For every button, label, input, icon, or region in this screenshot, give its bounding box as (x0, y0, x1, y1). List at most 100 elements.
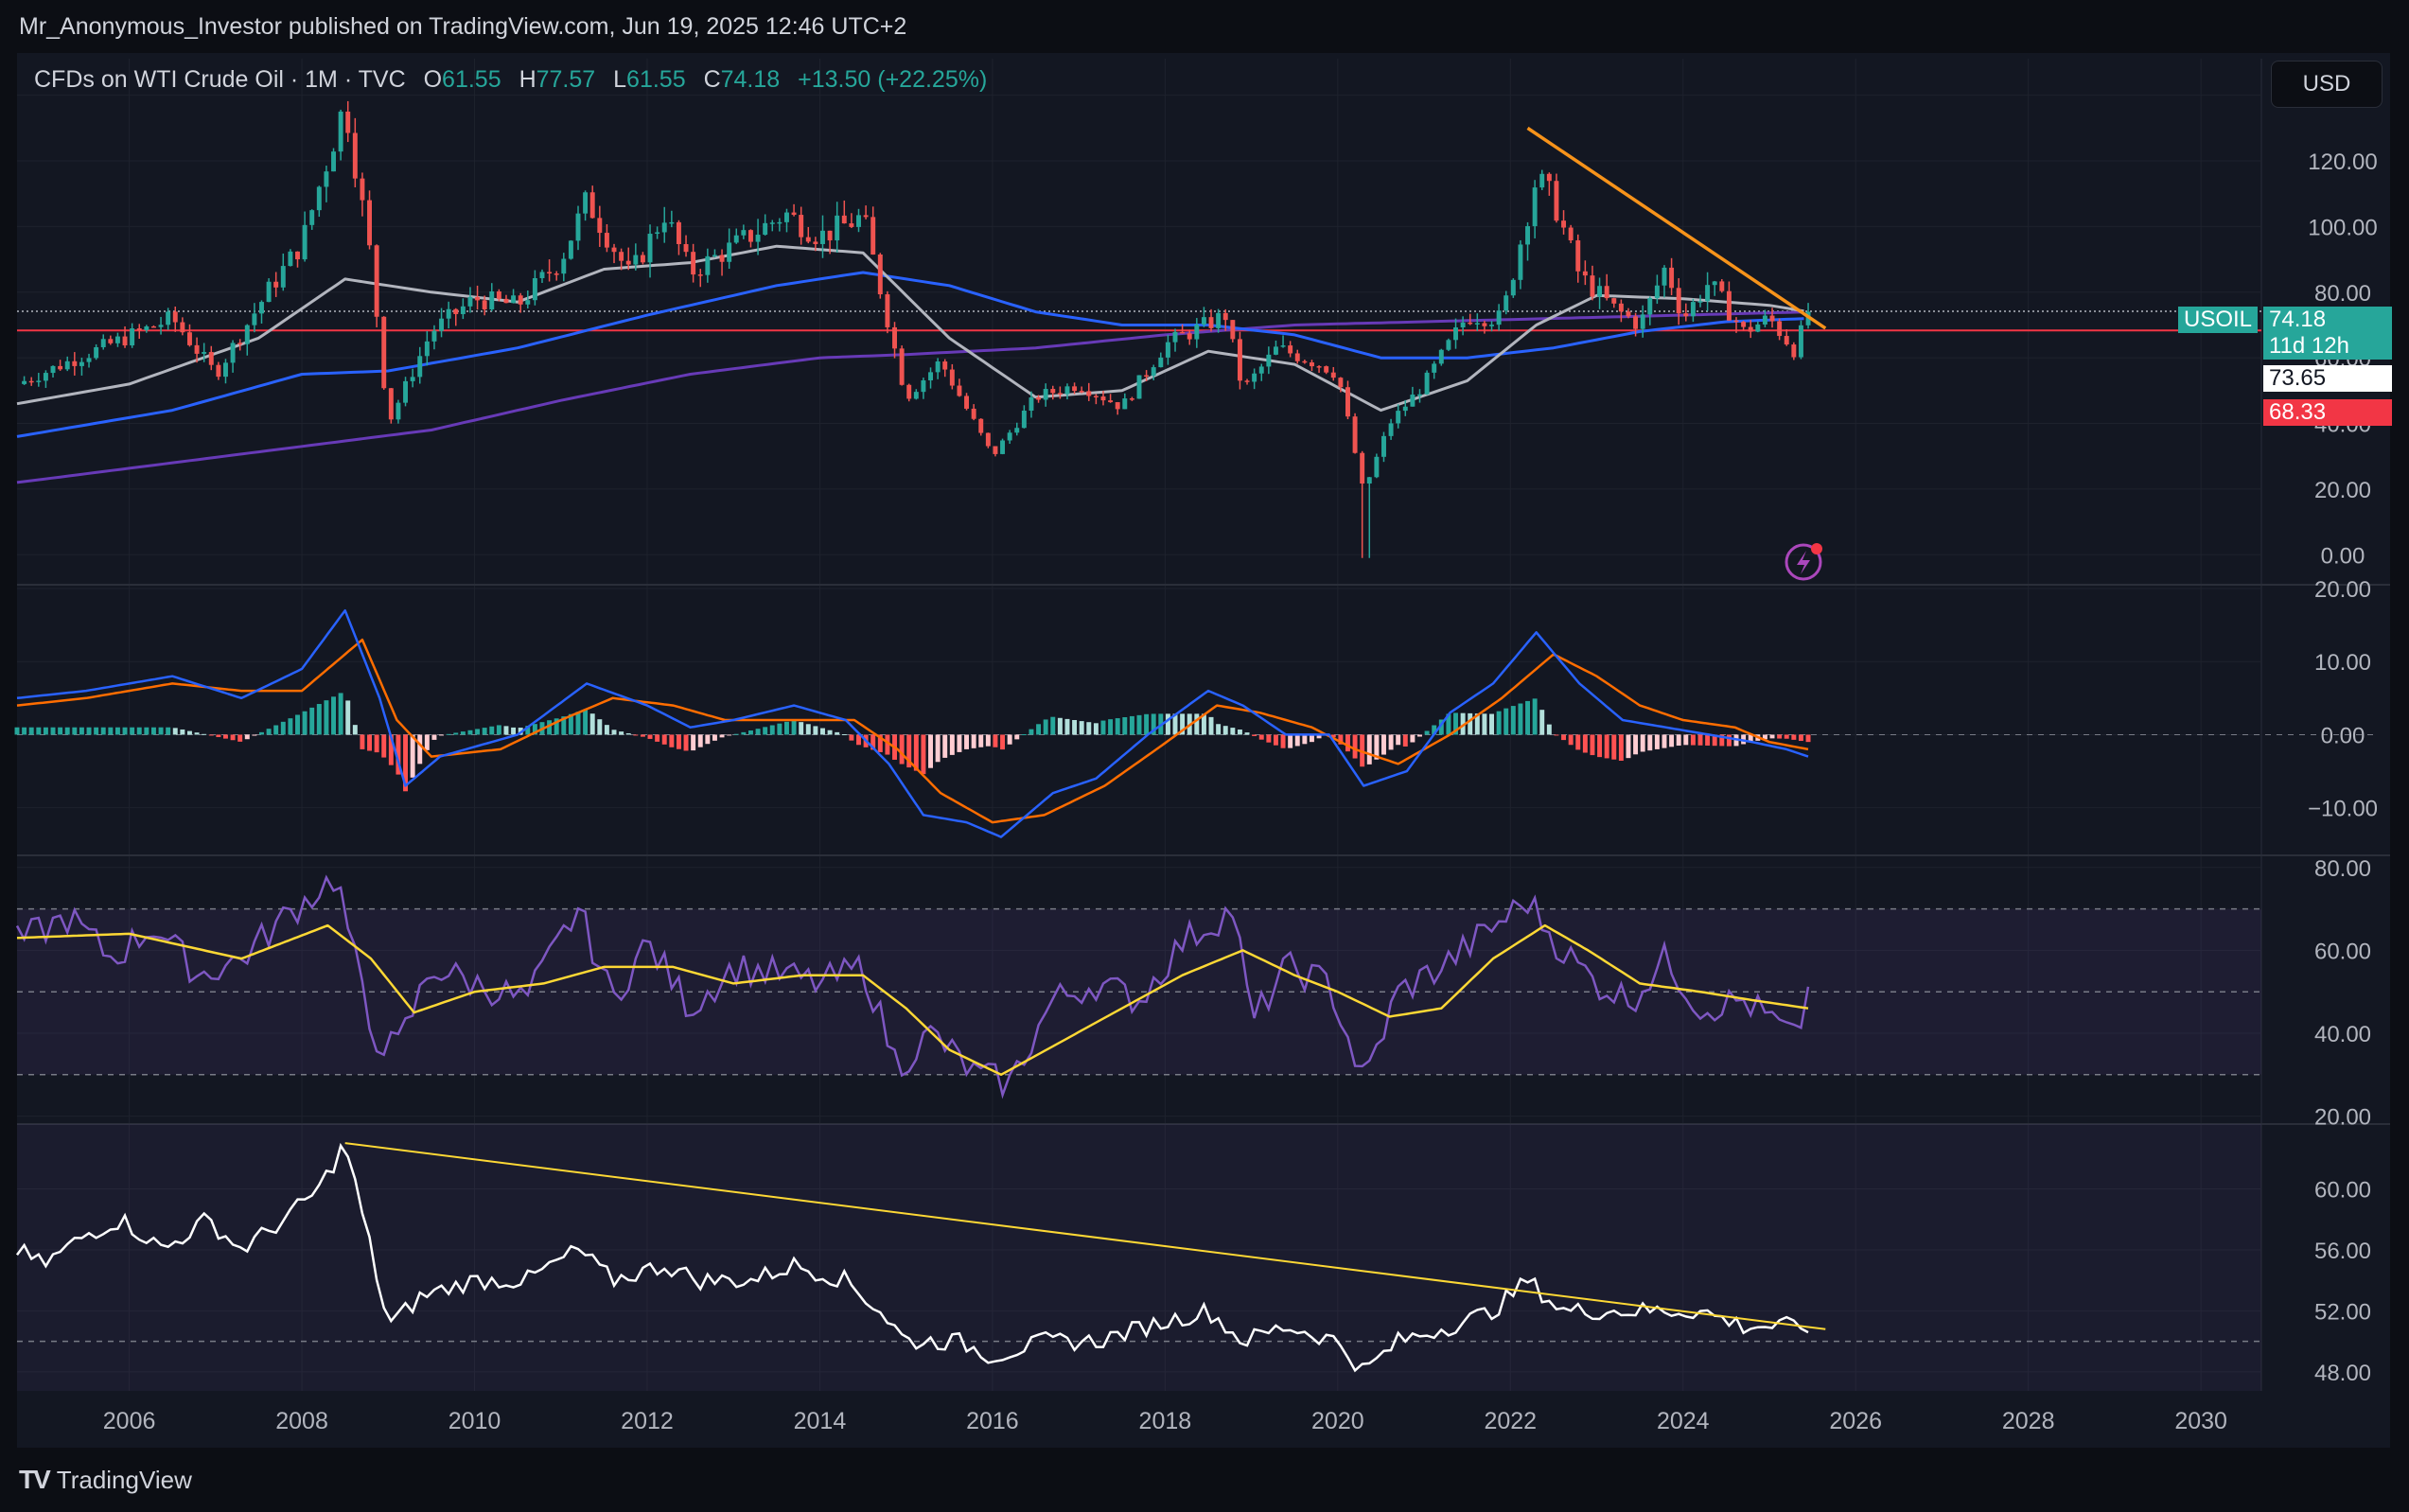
candle-body (1769, 315, 1775, 322)
candle (1539, 169, 1545, 190)
macd-histogram-bar (1532, 698, 1538, 735)
candle (1446, 338, 1451, 352)
candle (691, 243, 696, 283)
candle (1647, 296, 1653, 325)
tradingview-brand[interactable]: TV TradingView (19, 1465, 192, 1495)
macd-histogram-bar (114, 727, 120, 735)
macd-histogram-bar (1424, 730, 1430, 735)
macd-histogram-bar (1460, 712, 1466, 735)
macd-histogram-bar (100, 727, 106, 735)
candle (1719, 279, 1725, 293)
candle (791, 203, 797, 217)
candle-body (1151, 367, 1156, 377)
macd-histogram-bar (1115, 718, 1120, 735)
macd-histogram-bar (877, 734, 883, 752)
candle-body (661, 222, 667, 233)
candle-body (1302, 360, 1308, 363)
candle (1172, 328, 1178, 352)
candle (805, 226, 811, 244)
candle-body (913, 392, 919, 399)
candle (575, 205, 581, 251)
candle-body (1338, 378, 1344, 388)
candle (813, 237, 818, 252)
candle (482, 295, 487, 316)
candle (727, 228, 732, 270)
candle (1597, 277, 1603, 309)
candle-body (554, 273, 559, 275)
candle (1280, 335, 1286, 348)
candle-body (1604, 286, 1609, 299)
candle-body (1468, 322, 1473, 325)
macd-histogram-bar (158, 727, 164, 735)
candle-body (1618, 303, 1624, 312)
level-tag-2: 68.33 (2263, 399, 2392, 426)
candle (1712, 280, 1717, 296)
candle (496, 289, 501, 302)
macd-histogram-bar (453, 732, 459, 735)
candle (942, 359, 948, 378)
candle-body (1158, 357, 1164, 368)
candle (259, 300, 264, 324)
candle-body (280, 266, 286, 288)
candle (58, 360, 63, 371)
rsi-panel (15, 874, 2261, 1099)
candle-body (1330, 372, 1336, 378)
candle-body (921, 379, 926, 393)
macd-histogram-bar (1086, 722, 1092, 735)
macd-histogram-bar (446, 733, 451, 735)
candle-body (172, 311, 178, 323)
indicator-panel (15, 1124, 2261, 1391)
candle (230, 340, 236, 373)
candle (655, 226, 660, 239)
candle (439, 308, 445, 338)
x-tick-2010: 2010 (448, 1408, 501, 1434)
macd-histogram-bar (978, 734, 984, 747)
candle-body (813, 241, 818, 244)
candle-body (1208, 317, 1214, 328)
currency-button[interactable]: USD (2271, 61, 2383, 108)
macd-histogram-bar (719, 734, 725, 738)
candle-body (1115, 402, 1120, 410)
candle (1769, 308, 1775, 328)
macd-panel (14, 608, 2375, 838)
macd-histogram-bar (547, 720, 553, 735)
macd-histogram-bar (561, 716, 567, 735)
candle-body (100, 339, 106, 347)
macd-histogram-bar (676, 734, 681, 749)
symbol-legend[interactable]: CFDs on WTI Crude Oil · 1M · TVC O61.55 … (34, 66, 987, 94)
candle-body (863, 215, 869, 218)
candle-body (949, 369, 955, 386)
candle (1396, 404, 1401, 429)
macd-histogram-bar (733, 733, 739, 735)
candle (784, 208, 789, 233)
candle-body (266, 281, 272, 303)
candle (1122, 393, 1128, 410)
candle (1309, 360, 1314, 372)
candle (604, 224, 609, 253)
candle (1388, 418, 1394, 440)
macd-histogram-bar (1057, 717, 1063, 735)
candle (1496, 304, 1502, 331)
candle (1000, 438, 1006, 455)
candle (136, 324, 142, 340)
candle-body (1697, 301, 1703, 303)
x-tick-2022: 2022 (1484, 1408, 1537, 1434)
candle-body (604, 233, 609, 248)
y-tick-label: 0.00 (2321, 723, 2365, 748)
macd-histogram-bar (352, 725, 358, 735)
candle-body (885, 294, 890, 327)
candle (345, 100, 351, 143)
candle (892, 322, 897, 359)
macd-histogram-bar (777, 723, 782, 735)
candle-body (1216, 312, 1222, 328)
macd-histogram-bar (186, 730, 192, 735)
candle (568, 239, 573, 260)
y-tick-label: 80.00 (2314, 856, 2371, 882)
macd-histogram-bar (625, 732, 631, 735)
macd-histogram-bar (1410, 734, 1416, 743)
candle (1568, 224, 1574, 244)
level-tag-1: 73.65 (2263, 365, 2392, 392)
candle-body (877, 254, 883, 295)
macd-histogram-bar (122, 727, 128, 735)
